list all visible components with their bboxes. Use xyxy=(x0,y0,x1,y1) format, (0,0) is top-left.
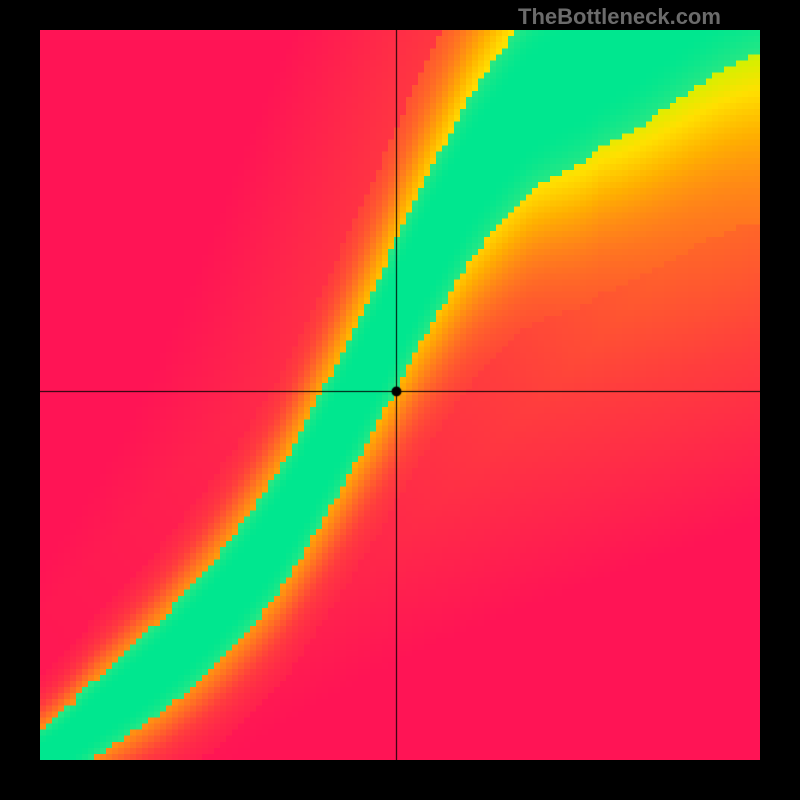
attribution-label: TheBottleneck.com xyxy=(518,4,721,30)
chart-container: TheBottleneck.com xyxy=(0,0,800,800)
bottleneck-heatmap xyxy=(40,30,760,760)
